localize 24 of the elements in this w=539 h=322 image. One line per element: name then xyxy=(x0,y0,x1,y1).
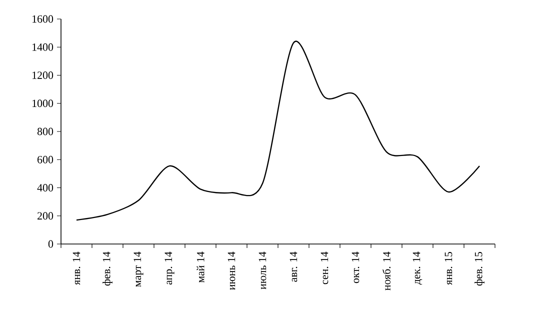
x-tick-label: авг. 14 xyxy=(290,252,298,282)
y-tick-label: 400 xyxy=(37,184,54,192)
y-tick-label: 1000 xyxy=(32,100,54,108)
x-tick-label: окт. 14 xyxy=(352,252,360,284)
y-tick-label: 200 xyxy=(38,212,54,220)
y-tick-label: 800 xyxy=(37,128,54,136)
x-tick-label: дек. 14 xyxy=(412,252,422,285)
x-tick-label: май 14 xyxy=(196,252,204,283)
line-series xyxy=(76,41,480,221)
y-tick-label: 600 xyxy=(38,156,54,164)
x-tick-label: июнь 14 xyxy=(228,252,236,290)
y-tick-label: 1400 xyxy=(32,43,54,51)
x-tick-label: фев. 14 xyxy=(102,252,112,286)
x-tick-label: янв. 15 xyxy=(444,252,452,285)
x-tick-label: фев. 15 xyxy=(474,252,484,286)
x-tick-label: апр. 14 xyxy=(164,252,174,285)
x-tick-label: март 14 xyxy=(134,252,144,287)
x-tick-label: нояб. 14 xyxy=(382,252,391,290)
x-tick-label: июль 14 xyxy=(258,252,266,290)
y-tick-label: 0 xyxy=(48,240,54,248)
y-tick-label: 1200 xyxy=(32,72,54,79)
y-tick-label: 1600 xyxy=(32,15,54,23)
x-tick-label: янв. 14 xyxy=(72,252,80,285)
x-tick-label: сен. 14 xyxy=(320,252,328,284)
